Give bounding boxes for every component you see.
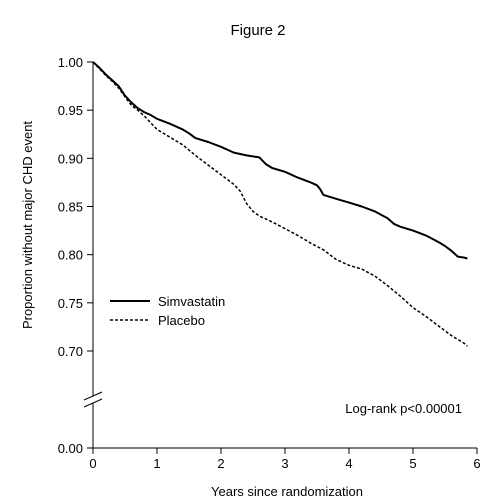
y-tick-label: 0.95 bbox=[58, 103, 83, 118]
series-layer bbox=[92, 61, 468, 347]
x-axis-title: Years since randomization bbox=[211, 484, 363, 499]
y-axis-title: Proportion without major CHD event bbox=[20, 121, 35, 329]
y-tick-label: 1.00 bbox=[58, 55, 83, 70]
x-tick-label: 4 bbox=[345, 456, 352, 471]
y-tick-label: 0.75 bbox=[58, 296, 83, 311]
x-tick-label: 5 bbox=[409, 456, 416, 471]
logrank-annotation: Log-rank p<0.00001 bbox=[345, 401, 462, 416]
x-tick-label: 2 bbox=[217, 456, 224, 471]
x-tick-label: 0 bbox=[89, 456, 96, 471]
y-tick-label: 0.00 bbox=[58, 441, 83, 456]
x-tick-label: 1 bbox=[153, 456, 160, 471]
series-line-placebo bbox=[92, 61, 468, 347]
ticks: 0 1 2 3 4 5 6 1.00 0.95 0.90 0.85 0.80 0.75 0.70 0.00 bbox=[58, 55, 481, 471]
legend: Simvastatin Placebo bbox=[110, 294, 225, 328]
legend-label-placebo: Placebo bbox=[158, 313, 205, 328]
y-tick-label: 0.90 bbox=[58, 151, 83, 166]
y-axis-break-mark bbox=[83, 391, 103, 401]
y-tick-label: 0.85 bbox=[58, 200, 83, 215]
chart-title: Figure 2 bbox=[230, 22, 285, 39]
y-tick-label: 0.80 bbox=[58, 248, 83, 263]
x-tick-label: 6 bbox=[473, 456, 480, 471]
series-line-simvastatin bbox=[92, 61, 468, 260]
x-tick-label: 3 bbox=[281, 456, 288, 471]
axes bbox=[83, 62, 477, 449]
legend-label-simvastatin: Simvastatin bbox=[158, 294, 225, 309]
y-tick-label: 0.70 bbox=[58, 344, 83, 359]
